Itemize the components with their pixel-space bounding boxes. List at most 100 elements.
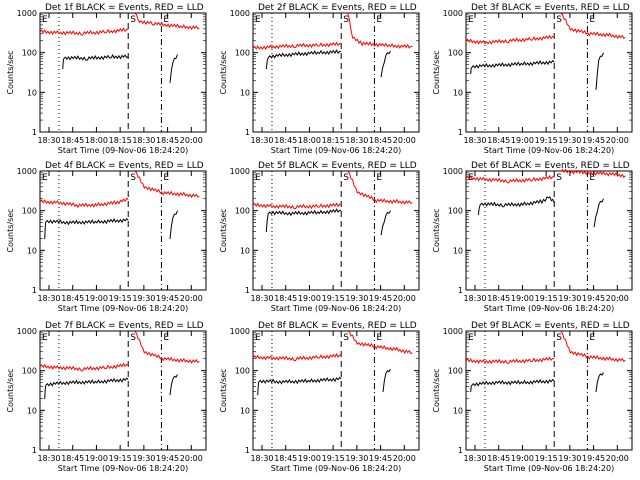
y-tick-label: 1000 <box>230 327 250 336</box>
series-line <box>252 353 342 361</box>
panel-title: Det 7f BLACK = Events, RED = LLD <box>45 321 204 331</box>
x-tick-label: 19:30 <box>132 454 155 463</box>
series-line <box>252 41 342 51</box>
x-tick-label: 19:00 <box>298 454 321 463</box>
series-line <box>265 49 342 70</box>
plot-frame <box>252 170 420 291</box>
x-axis-label: Start Time (09-Nov-06 18:24:20) <box>271 304 401 313</box>
x-tick-label: 20:00 <box>180 136 203 145</box>
y-tick-label: 1 <box>245 286 250 295</box>
y-tick-label: 10 <box>453 88 463 97</box>
plot-frame <box>252 330 420 451</box>
y-tick-label: 10 <box>27 246 37 255</box>
detector-panel: Det 2f BLACK = Events, RED = LLD 1000 100 1… <box>219 3 420 155</box>
y-tick-label: 10 <box>240 88 250 97</box>
x-axis-label: Start Time (09-Nov-06 18:24:20) <box>58 146 188 155</box>
series-line <box>39 197 129 209</box>
series-line <box>169 54 178 83</box>
y-tick-label: 10 <box>240 406 250 415</box>
series-line <box>169 210 178 240</box>
event-marker-label: E <box>255 173 261 183</box>
series-line <box>560 331 626 363</box>
x-tick-label: 19:45 <box>582 454 605 463</box>
x-tick-label: 20:00 <box>606 294 629 303</box>
series-line <box>477 196 555 216</box>
x-tick-label: 18:45 <box>61 454 84 463</box>
y-axis-label: Counts/sec <box>432 208 441 252</box>
y-tick-label: 1000 <box>17 167 37 176</box>
x-axis-label: Start Time (09-Nov-06 18:24:20) <box>484 304 614 313</box>
event-marker-label: S <box>556 15 562 25</box>
x-tick-label: 18:30 <box>345 136 368 145</box>
x-tick-label: 18:30 <box>37 294 60 303</box>
x-tick-label: 19:00 <box>511 136 534 145</box>
x-tick-label: 19:30 <box>345 294 368 303</box>
series-line <box>44 377 129 400</box>
panel-title: Det 8f BLACK = Events, RED = LLD <box>258 321 417 331</box>
panel-title: Det 9f BLACK = Events, RED = LLD <box>471 321 630 331</box>
series-line <box>347 171 413 205</box>
y-tick-label: 10 <box>27 88 37 97</box>
plot-frame <box>252 12 420 133</box>
event-marker-label: E <box>42 333 48 343</box>
y-tick-label: 100 <box>235 367 250 376</box>
y-tick-label: 1 <box>458 446 463 455</box>
event-marker-label: E <box>589 15 595 25</box>
event-marker-label: E <box>42 173 48 183</box>
x-tick-label: 18:15 <box>109 136 132 145</box>
series-line <box>595 372 604 393</box>
event-marker-label: S <box>343 173 349 183</box>
x-tick-label: 19:15 <box>109 454 132 463</box>
event-marker-label: E <box>255 333 261 343</box>
event-marker-label: S <box>130 333 136 343</box>
detector-panel: Det 8f BLACK = Events, RED = LLD 1000 100 1… <box>219 321 420 473</box>
panel-title: Det 2f BLACK = Events, RED = LLD <box>258 3 417 13</box>
x-tick-label: 19:15 <box>535 294 558 303</box>
y-axis-label: Counts/sec <box>6 368 15 412</box>
series-line <box>62 54 129 70</box>
x-tick-label: 19:00 <box>511 454 534 463</box>
y-tick-label: 100 <box>22 207 37 216</box>
event-marker-label: E <box>468 173 474 183</box>
x-axis-label: Start Time (09-Nov-06 18:24:20) <box>271 464 401 473</box>
y-tick-label: 1000 <box>443 327 463 336</box>
x-tick-label: 19:00 <box>85 454 108 463</box>
series-line <box>593 198 604 228</box>
x-axis-label: Start Time (09-Nov-06 18:24:20) <box>58 304 188 313</box>
y-axis-label: Counts/sec <box>6 208 15 252</box>
y-tick-label: 1 <box>32 446 37 455</box>
detector-panel: Det 1f BLACK = Events, RED = LLD 1000 100 1… <box>6 3 207 155</box>
series-line <box>265 208 342 233</box>
event-marker-label: E <box>376 333 382 343</box>
plot-frame <box>465 170 633 291</box>
x-tick-label: 19:30 <box>558 454 581 463</box>
event-marker-label: S <box>130 173 136 183</box>
y-tick-label: 1 <box>245 446 250 455</box>
event-marker-label: S <box>343 333 349 343</box>
x-tick-label: 19:00 <box>511 294 534 303</box>
x-tick-label: 18:30 <box>463 454 486 463</box>
event-marker-label: E <box>376 173 382 183</box>
x-tick-label: 18:30 <box>132 136 155 145</box>
detector-panel: Det 5f BLACK = Events, RED = LLD 1000 100 1… <box>219 161 420 313</box>
x-tick-label: 19:00 <box>298 294 321 303</box>
x-tick-label: 18:45 <box>274 454 297 463</box>
x-tick-label: 19:45 <box>156 294 179 303</box>
series-line <box>470 59 555 75</box>
x-tick-label: 18:45 <box>61 136 84 145</box>
x-tick-label: 20:00 <box>606 454 629 463</box>
y-axis-label: Counts/sec <box>6 50 15 94</box>
x-tick-label: 18:30 <box>37 454 60 463</box>
x-tick-label: 19:45 <box>582 136 605 145</box>
x-tick-label: 18:30 <box>37 136 60 145</box>
x-tick-label: 19:15 <box>322 294 345 303</box>
series-line <box>39 362 129 372</box>
x-tick-label: 18:45 <box>369 136 392 145</box>
detector-panel: Det 3f BLACK = Events, RED = LLD 1000 100 1… <box>432 3 633 155</box>
event-marker-label: S <box>556 173 562 183</box>
x-tick-label: 19:15 <box>535 454 558 463</box>
x-tick-label: 20:00 <box>393 294 416 303</box>
y-tick-label: 100 <box>448 49 463 58</box>
plot-frame <box>465 330 633 451</box>
detector-panel: Det 7f BLACK = Events, RED = LLD 1000 100 1… <box>6 321 207 473</box>
